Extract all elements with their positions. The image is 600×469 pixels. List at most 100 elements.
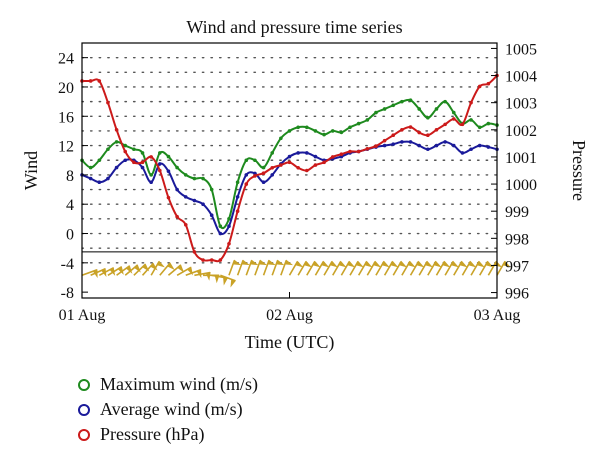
data-point-average-wind	[88, 176, 93, 181]
wind-barb-flag	[230, 278, 237, 288]
data-point-max-wind	[166, 154, 171, 159]
data-point-max-wind	[426, 115, 430, 120]
legend-label-max-wind: Maximum wind (m/s)	[100, 374, 258, 394]
data-point-max-wind	[348, 125, 352, 130]
data-point-max-wind	[235, 180, 240, 185]
data-point-pressure	[313, 163, 318, 167]
wind-barb-flag	[241, 259, 250, 266]
wind-barb-flag	[476, 260, 485, 268]
y-tick-label-left: 24	[58, 51, 74, 68]
data-point-pressure	[391, 133, 396, 138]
data-point-pressure	[434, 128, 439, 132]
y-tick-label-left: 0	[66, 227, 74, 244]
data-point-average-wind	[400, 140, 404, 144]
y-tick-label-left: 4	[66, 197, 74, 214]
wind-barb-flag	[441, 260, 451, 268]
data-point-pressure	[477, 84, 482, 89]
data-point-max-wind	[477, 125, 482, 130]
data-point-max-wind	[408, 98, 413, 102]
data-point-average-wind	[408, 140, 413, 144]
data-point-max-wind	[253, 158, 257, 163]
wind-barb-flag	[249, 259, 259, 266]
wind-barb-flag	[493, 260, 503, 268]
y-tick-label-left: 16	[58, 109, 74, 126]
data-point-pressure	[460, 122, 465, 127]
x-tick-label: 02 Aug	[266, 307, 313, 324]
y-tick-label-left: 20	[58, 80, 74, 97]
data-point-max-wind	[140, 151, 145, 155]
data-point-pressure	[417, 130, 421, 135]
data-point-max-wind	[218, 224, 223, 228]
data-point-pressure	[287, 160, 292, 165]
data-point-max-wind	[374, 110, 378, 115]
data-point-pressure	[270, 165, 275, 170]
data-point-average-wind	[304, 151, 309, 155]
y-axis-label-right: Pressure	[569, 140, 589, 201]
data-point-pressure	[149, 155, 153, 159]
y-tick-label-right: 996	[505, 286, 529, 303]
data-point-max-wind	[261, 165, 266, 170]
data-point-average-wind	[209, 213, 214, 217]
y-tick-label-right: 999	[505, 204, 529, 221]
wind-barb-flag	[267, 259, 276, 266]
wind-barb-flag	[338, 260, 347, 268]
data-point-max-wind	[97, 158, 102, 163]
wind-barb-flag	[372, 260, 382, 268]
data-point-pressure	[322, 160, 326, 165]
data-point-average-wind	[106, 176, 110, 181]
wind-barb-flag	[303, 260, 312, 268]
data-point-max-wind	[322, 132, 326, 137]
data-point-pressure	[132, 160, 136, 165]
data-point-pressure	[348, 149, 352, 154]
data-point-pressure	[218, 258, 223, 262]
data-point-average-wind	[140, 165, 145, 170]
wind-barb-flag	[433, 260, 442, 268]
data-point-max-wind	[88, 165, 93, 170]
data-point-average-wind	[97, 180, 102, 185]
wind-barb-flag	[485, 260, 494, 268]
data-point-max-wind	[365, 118, 370, 122]
x-axis-label: Time (UTC)	[245, 332, 335, 353]
data-point-average-wind	[296, 151, 300, 155]
data-point-pressure	[365, 146, 370, 151]
wind-barb-flag	[389, 260, 399, 268]
data-point-average-wind	[434, 143, 439, 148]
data-point-pressure	[114, 128, 119, 132]
y-tick-label-left: 12	[58, 139, 74, 156]
wind-barb-flag	[502, 260, 511, 268]
wind-barb-flag	[141, 263, 150, 272]
data-point-max-wind	[287, 129, 292, 133]
wind-barb-flag	[346, 260, 356, 268]
data-point-max-wind	[330, 129, 335, 133]
y-tick-label-right: 1004	[505, 69, 537, 86]
data-point-pressure	[330, 155, 335, 159]
data-point-pressure	[158, 168, 162, 173]
data-point-pressure	[339, 152, 344, 157]
data-point-average-wind	[469, 147, 473, 152]
legend-item-average-wind: Average wind (m/s)	[78, 397, 258, 422]
wind-barb-flag	[355, 260, 364, 268]
y-tick-label-right: 1001	[505, 150, 537, 167]
data-point-max-wind	[279, 136, 283, 141]
data-point-max-wind	[106, 147, 110, 152]
data-point-pressure	[451, 117, 456, 121]
data-point-max-wind	[304, 125, 309, 130]
data-point-pressure	[192, 250, 197, 254]
data-point-average-wind	[201, 202, 205, 207]
wind-barb-flag	[381, 260, 390, 268]
data-point-pressure	[426, 133, 430, 138]
x-tick-label: 01 Aug	[59, 307, 106, 324]
wind-barb-flag	[364, 260, 373, 268]
data-point-max-wind	[244, 158, 249, 163]
data-point-pressure	[356, 149, 361, 154]
y-tick-label-right: 997	[505, 258, 529, 275]
data-point-average-wind	[158, 162, 162, 166]
data-point-average-wind	[218, 231, 223, 236]
wind-barb-flag	[186, 266, 193, 276]
data-point-pressure	[408, 125, 413, 129]
data-point-pressure	[443, 122, 447, 127]
wind-barb-flag	[275, 259, 285, 266]
data-point-pressure	[296, 165, 300, 170]
y-tick-label-right: 1003	[505, 96, 537, 113]
data-point-average-wind	[313, 154, 318, 159]
